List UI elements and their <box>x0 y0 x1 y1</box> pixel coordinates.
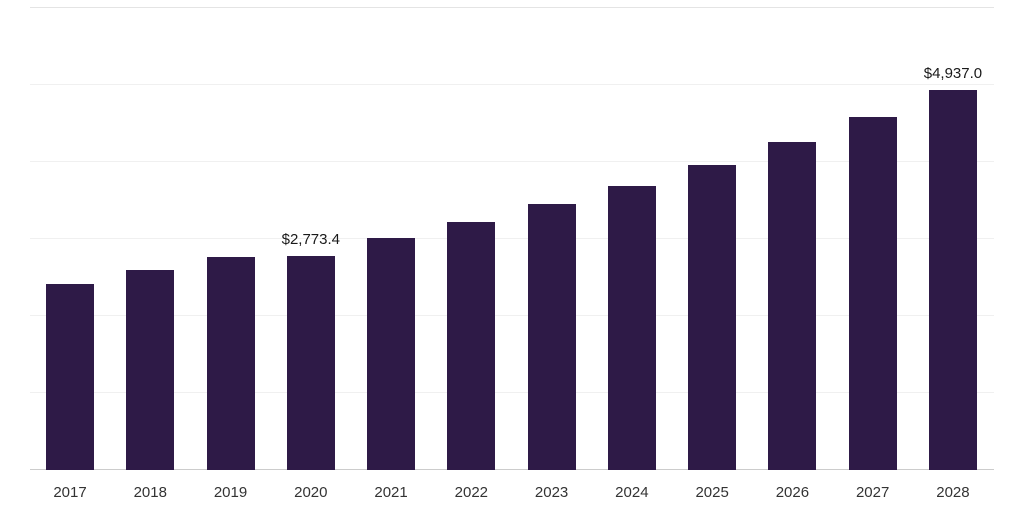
bar <box>928 89 977 470</box>
bar-column: $2,773.4 2020 <box>282 8 340 501</box>
bar <box>527 204 576 470</box>
x-axis-tick-label: 2017 <box>53 484 87 501</box>
plot-area: 2017 2018 2019 $2,773.4 2020 2021 2022 2023 2024… <box>46 8 982 501</box>
bar-column: 2018 <box>126 8 175 501</box>
x-axis-tick-label: 2021 <box>374 484 408 501</box>
gridline <box>30 392 994 394</box>
bar-column: 2023 <box>527 8 576 501</box>
bar <box>367 238 416 470</box>
bar <box>848 116 897 470</box>
x-axis-tick-label: 2022 <box>454 484 489 501</box>
bar <box>286 256 335 470</box>
x-axis-tick-label: 2023 <box>534 484 569 501</box>
x-axis-tick-label: 2026 <box>775 484 810 501</box>
bar-column: 2026 <box>768 8 817 501</box>
bar-column: $4,937.0 2028 <box>924 8 982 501</box>
bar-column: 2025 <box>688 8 737 501</box>
bar-column: 2022 <box>447 8 496 501</box>
bar <box>768 142 817 470</box>
bar-column: 2019 <box>206 8 255 501</box>
x-axis-tick-label: 2020 <box>294 484 328 501</box>
gridline <box>30 161 994 163</box>
x-axis-tick-label: 2019 <box>213 484 248 501</box>
bar <box>607 185 656 470</box>
bar-column: 2021 <box>367 8 416 501</box>
bar <box>206 257 255 470</box>
bar <box>688 165 737 470</box>
bar-value-label: $4,937.0 <box>923 64 983 82</box>
chart-top-line <box>30 7 994 8</box>
x-axis-tick-label: 2018 <box>133 484 167 501</box>
gridline <box>30 238 994 239</box>
bar-column: 2027 <box>848 8 897 501</box>
gridline <box>30 315 994 317</box>
x-axis-tick-label: 2024 <box>615 484 649 501</box>
bar-column: 2024 <box>607 8 656 501</box>
x-axis-line <box>30 469 994 470</box>
bar <box>46 283 94 470</box>
bar-column: 2017 <box>46 8 94 501</box>
bar-value-label: $2,773.4 <box>281 231 340 249</box>
gridline <box>30 84 994 85</box>
x-axis-tick-label: 2025 <box>695 484 729 501</box>
bar <box>447 222 496 470</box>
x-axis-tick-label: 2028 <box>936 484 970 501</box>
bar <box>126 269 175 470</box>
x-axis-tick-label: 2027 <box>855 484 890 501</box>
gridlines-container <box>30 7 994 470</box>
